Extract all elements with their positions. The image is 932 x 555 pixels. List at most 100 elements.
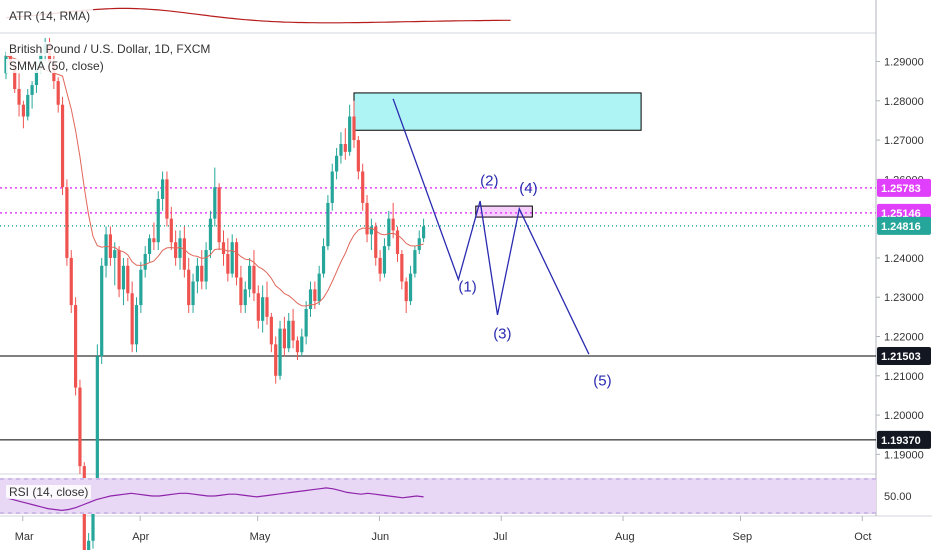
candle-body [378, 257, 382, 274]
time-axis-label: Sep [733, 531, 753, 543]
level-price-tag [877, 216, 931, 235]
level-price-tag [877, 347, 931, 366]
candle-body [17, 89, 21, 105]
smma-line [5, 55, 424, 307]
candle-body [395, 230, 400, 254]
candle-body [165, 179, 169, 219]
wave-label: (1) [458, 278, 476, 295]
candle-body [13, 65, 17, 89]
price-axis-label: 1.23000 [884, 292, 924, 304]
candle-body [269, 316, 273, 345]
candle-body [404, 281, 408, 302]
level-price-label: 1.19370 [881, 435, 921, 447]
candle-body [143, 254, 147, 270]
candle-body [156, 199, 160, 243]
candle-body [417, 238, 421, 251]
candle-body [69, 257, 73, 306]
candle-body [413, 250, 417, 274]
candle-body [117, 250, 121, 290]
price-axis-label: 1.22000 [884, 332, 924, 344]
candle-body [374, 226, 378, 258]
candle-body [78, 387, 82, 467]
candle-body [348, 116, 352, 152]
symbol-title: British Pound / U.S. Dollar, 1D, FXCM [6, 42, 214, 56]
candle-body [121, 265, 126, 290]
candle-body [382, 246, 387, 274]
candle-body [365, 202, 369, 235]
candle-body [278, 328, 282, 376]
candle-body [191, 281, 195, 306]
candle-body [204, 250, 208, 282]
candle-body [56, 81, 60, 105]
wave-label: (4) [519, 180, 537, 197]
candle-body [239, 277, 243, 306]
candle-body [126, 265, 130, 294]
wave-label: (2) [480, 172, 498, 189]
candle-body [326, 202, 330, 247]
candle-body [65, 187, 69, 258]
candle-body [147, 238, 152, 254]
time-axis-label: May [250, 531, 271, 543]
candle-body [252, 265, 256, 294]
candle-body [265, 297, 269, 317]
candle-body [387, 218, 391, 247]
candle-body [304, 309, 308, 337]
rsi-indicator-label[interactable]: RSI (14, close) [6, 485, 92, 499]
candle-body [130, 293, 134, 345]
smma-indicator-label[interactable]: SMMA (50, close) [6, 59, 107, 73]
candle-body [200, 265, 204, 282]
candle-body [317, 273, 321, 302]
candle-body [234, 242, 239, 278]
atr-indicator-label[interactable]: ATR (14, RMA) [6, 9, 94, 23]
candle-body [361, 171, 365, 203]
rsi-band [0, 478, 876, 514]
time-axis-label: Oct [854, 531, 871, 543]
candle-body [226, 254, 230, 274]
candle-body [208, 218, 213, 251]
price-axis-label: 1.20000 [884, 410, 924, 422]
candle-body [295, 340, 300, 353]
candle-body [87, 540, 91, 555]
time-axis-label: Jul [493, 531, 507, 543]
candle-body [174, 242, 178, 258]
price-axis-label: 1.28000 [884, 96, 924, 108]
candle-body [95, 356, 99, 494]
candle-body [182, 238, 186, 270]
candle-body [91, 493, 95, 541]
candle-body [60, 104, 65, 188]
time-axis-label: Mar [15, 531, 34, 543]
candle-body [104, 234, 108, 266]
candle-body [26, 94, 30, 117]
rsi-axis-label: 50.00 [884, 491, 912, 503]
level-price-label: 1.24816 [881, 221, 921, 233]
candle-body [178, 238, 182, 258]
candle-body [243, 289, 247, 306]
candle-body [356, 140, 360, 172]
candle-body [21, 104, 25, 117]
candle-body [213, 187, 217, 219]
candle-body [391, 218, 395, 231]
candle-body [113, 250, 117, 258]
candle-body [330, 171, 334, 203]
level-price-tag [877, 430, 931, 449]
candle-body [256, 293, 260, 321]
candle-body [408, 273, 413, 302]
candle-body [343, 144, 347, 152]
time-axis-label: Apr [132, 531, 149, 543]
candle-body [169, 218, 173, 243]
candle-body [230, 242, 234, 274]
wave-path [392, 98, 590, 355]
candle-body [369, 226, 373, 235]
price-axis-label: 1.21000 [884, 371, 924, 383]
candle-body [308, 289, 313, 309]
candle-body [195, 265, 199, 282]
candle-body [217, 187, 221, 243]
candle-body [100, 265, 104, 357]
candle-body [139, 269, 143, 306]
candle-body [74, 305, 78, 388]
candle-body [313, 289, 317, 302]
wave-label: (5) [593, 373, 611, 390]
candle-body [321, 246, 326, 274]
candle-body [152, 238, 156, 243]
